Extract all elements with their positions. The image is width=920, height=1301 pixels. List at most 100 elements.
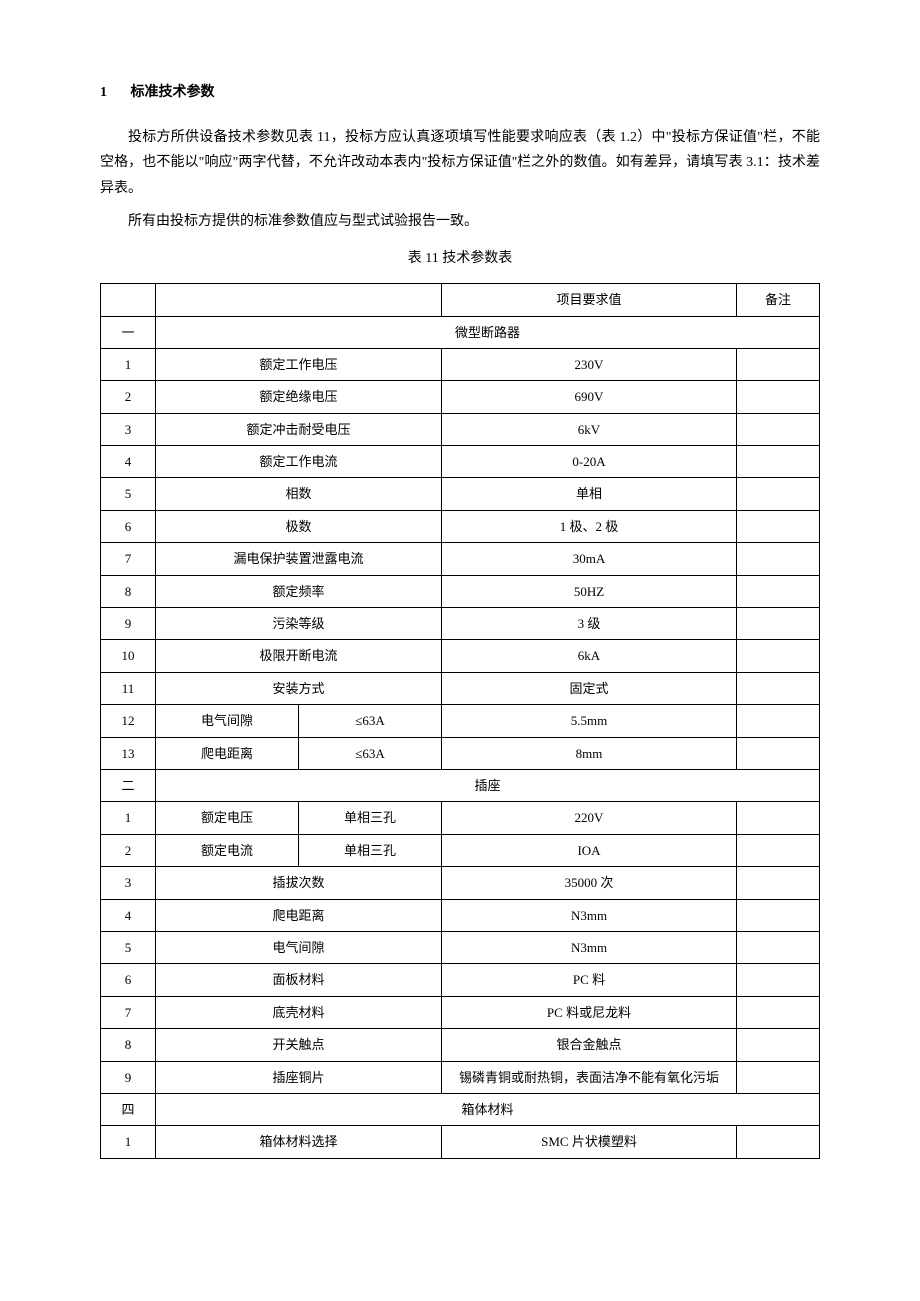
param-value: PC 料 (442, 964, 737, 996)
param-name: 插座铜片 (156, 1061, 442, 1093)
param-name: 污染等级 (156, 608, 442, 640)
param-note (737, 575, 820, 607)
param-name: 开关触点 (156, 1029, 442, 1061)
table-row: 1额定电压单相三孔220V (101, 802, 820, 834)
table-row: 1额定工作电压230V (101, 348, 820, 380)
param-value: 6kA (442, 640, 737, 672)
row-num: 10 (101, 640, 156, 672)
section-idx: 四 (101, 1093, 156, 1125)
row-num: 13 (101, 737, 156, 769)
header-note: 备注 (737, 284, 820, 316)
param-name: 爬电距离 (156, 899, 442, 931)
table-row: 1箱体材料选择SMC 片状模塑料 (101, 1126, 820, 1158)
param-value: 银合金触点 (442, 1029, 737, 1061)
table-row: 2额定绝缘电压690V (101, 381, 820, 413)
param-note (737, 802, 820, 834)
row-num: 12 (101, 705, 156, 737)
table-header-row: 项目要求值备注 (101, 284, 820, 316)
spec-table: 项目要求值备注一微型断路器1额定工作电压230V2额定绝缘电压690V3额定冲击… (100, 283, 820, 1159)
heading-number: 1 (100, 85, 107, 100)
param-value: N3mm (442, 899, 737, 931)
row-num: 5 (101, 478, 156, 510)
row-num: 4 (101, 446, 156, 478)
row-num: 8 (101, 1029, 156, 1061)
table-row: 4额定工作电流0-20A (101, 446, 820, 478)
row-num: 7 (101, 996, 156, 1028)
param-note (737, 867, 820, 899)
table-row: 9插座铜片锡磷青铜或耐热铜，表面洁净不能有氧化污垢 (101, 1061, 820, 1093)
param-note (737, 543, 820, 575)
param-name: 额定工作电流 (156, 446, 442, 478)
param-value: IOA (442, 834, 737, 866)
param-note (737, 381, 820, 413)
param-name: 额定绝缘电压 (156, 381, 442, 413)
param-note (737, 737, 820, 769)
table-row: 13爬电距离≤63A8mm (101, 737, 820, 769)
row-num: 6 (101, 964, 156, 996)
param-value: 230V (442, 348, 737, 380)
table-row: 2额定电流单相三孔IOA (101, 834, 820, 866)
row-num: 8 (101, 575, 156, 607)
table-row: 9污染等级3 级 (101, 608, 820, 640)
section-idx: 二 (101, 769, 156, 801)
param-note (737, 705, 820, 737)
param-name: 额定电流 (156, 834, 299, 866)
row-num: 1 (101, 1126, 156, 1158)
section-row: 四箱体材料 (101, 1093, 820, 1125)
row-num: 6 (101, 510, 156, 542)
param-sub: 单相三孔 (299, 834, 442, 866)
param-value: 8mm (442, 737, 737, 769)
param-value: SMC 片状模塑料 (442, 1126, 737, 1158)
param-name: 额定电压 (156, 802, 299, 834)
param-name: 漏电保护装置泄露电流 (156, 543, 442, 575)
param-sub: 单相三孔 (299, 802, 442, 834)
param-value: 单相 (442, 478, 737, 510)
param-note (737, 608, 820, 640)
param-note (737, 931, 820, 963)
table-row: 3额定冲击耐受电压6kV (101, 413, 820, 445)
table-row: 5相数单相 (101, 478, 820, 510)
header-value: 项目要求值 (442, 284, 737, 316)
section-row: 二插座 (101, 769, 820, 801)
param-name: 极限开断电流 (156, 640, 442, 672)
param-name: 相数 (156, 478, 442, 510)
param-value: N3mm (442, 931, 737, 963)
table-row: 5电气间隙N3mm (101, 931, 820, 963)
table-row: 7漏电保护装置泄露电流30mA (101, 543, 820, 575)
table-row: 12电气间隙≤63A5.5mm (101, 705, 820, 737)
param-value: 1 极、2 极 (442, 510, 737, 542)
param-name: 爬电距离 (156, 737, 299, 769)
param-value: 0-20A (442, 446, 737, 478)
param-name: 额定频率 (156, 575, 442, 607)
param-name: 安装方式 (156, 672, 442, 704)
param-sub: ≤63A (299, 705, 442, 737)
table-row: 11安装方式固定式 (101, 672, 820, 704)
section-title: 箱体材料 (156, 1093, 820, 1125)
section-row: 一微型断路器 (101, 316, 820, 348)
header-blank-idx (101, 284, 156, 316)
header-blank-param (156, 284, 442, 316)
row-num: 9 (101, 608, 156, 640)
param-note (737, 446, 820, 478)
param-name: 额定工作电压 (156, 348, 442, 380)
param-name: 面板材料 (156, 964, 442, 996)
param-note (737, 413, 820, 445)
param-name: 电气间隙 (156, 705, 299, 737)
param-note (737, 834, 820, 866)
section-heading: 1 标准技术参数 (100, 80, 820, 105)
param-value: 220V (442, 802, 737, 834)
param-value: 3 级 (442, 608, 737, 640)
heading-text: 标准技术参数 (131, 85, 215, 100)
row-num: 1 (101, 348, 156, 380)
param-note (737, 510, 820, 542)
section-title: 插座 (156, 769, 820, 801)
row-num: 4 (101, 899, 156, 931)
param-note (737, 996, 820, 1028)
param-name: 箱体材料选择 (156, 1126, 442, 1158)
param-sub: ≤63A (299, 737, 442, 769)
param-value: 5.5mm (442, 705, 737, 737)
table-row: 6面板材料PC 料 (101, 964, 820, 996)
table-row: 3插拔次数35000 次 (101, 867, 820, 899)
param-note (737, 348, 820, 380)
row-num: 2 (101, 381, 156, 413)
